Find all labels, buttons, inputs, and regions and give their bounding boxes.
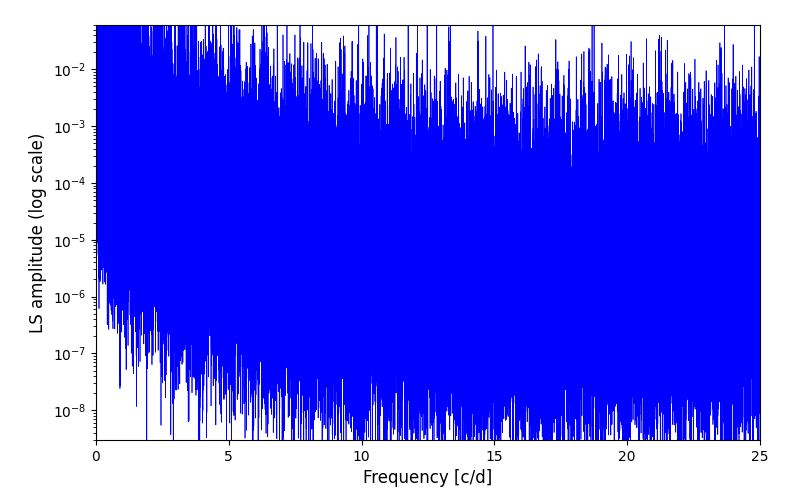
Y-axis label: LS amplitude (log scale): LS amplitude (log scale): [30, 132, 47, 332]
X-axis label: Frequency [c/d]: Frequency [c/d]: [363, 470, 493, 488]
